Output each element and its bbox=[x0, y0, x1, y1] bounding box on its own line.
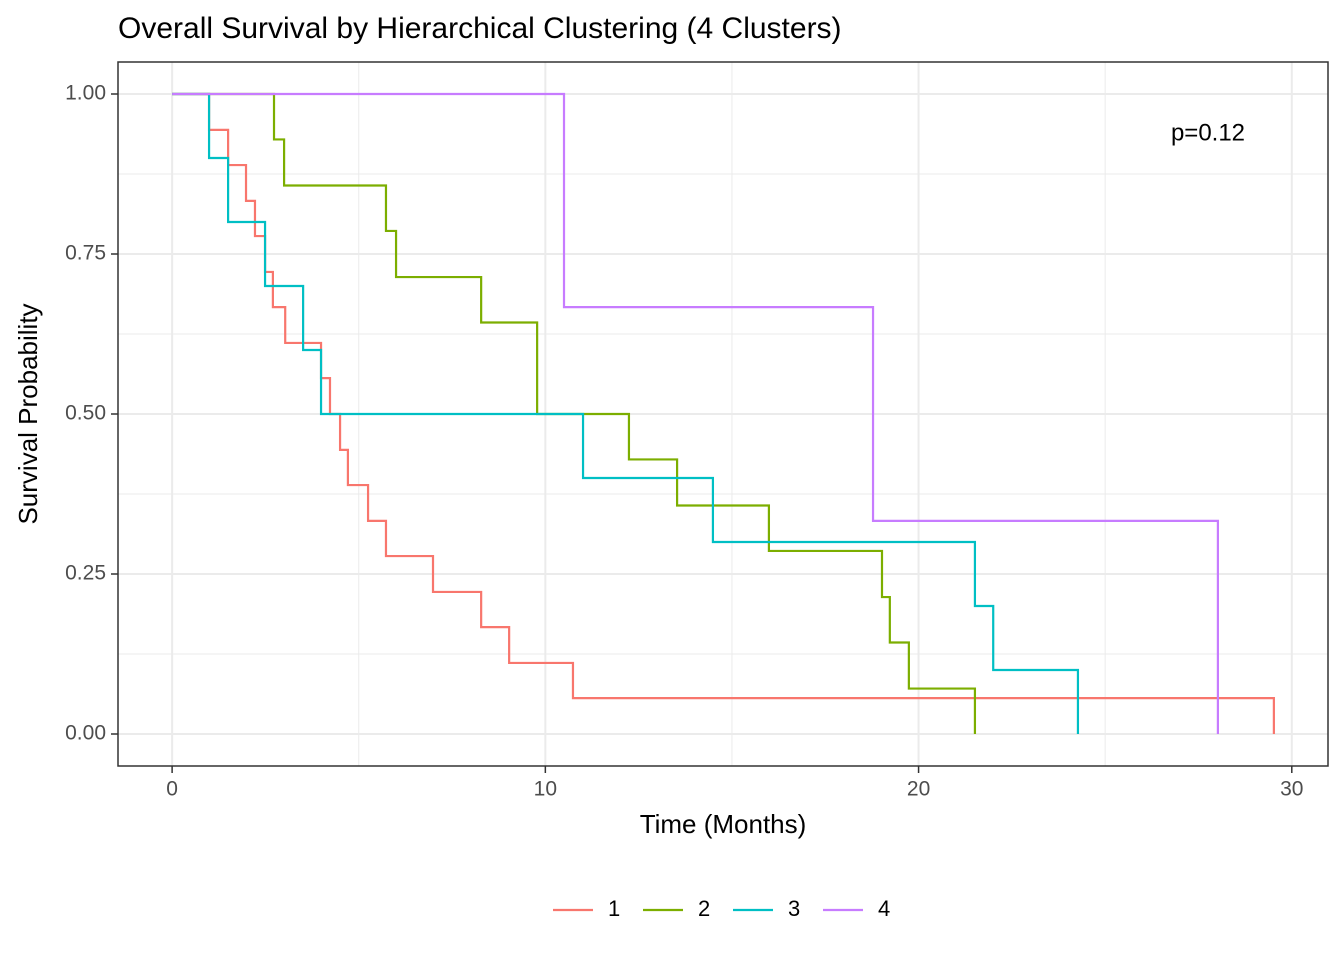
y-tick-label: 0.75 bbox=[65, 242, 106, 265]
survival-line bbox=[172, 92, 1219, 734]
legend-label: 3 bbox=[788, 896, 800, 921]
legend-label: 2 bbox=[698, 896, 710, 921]
y-tick-label: 0.00 bbox=[65, 722, 106, 745]
survival-line bbox=[172, 92, 977, 734]
survival-line bbox=[172, 92, 1080, 734]
chart-title: Overall Survival by Hierarchical Cluster… bbox=[118, 12, 842, 45]
x-tick-label: 30 bbox=[1280, 778, 1303, 801]
y-tick-label: 0.50 bbox=[65, 402, 106, 425]
x-tick-label: 20 bbox=[907, 778, 930, 801]
legend-label: 1 bbox=[608, 896, 620, 921]
y-tick-label: 1.00 bbox=[65, 82, 106, 105]
x-tick-label: 0 bbox=[166, 778, 178, 801]
annotation: p=0.12 bbox=[1171, 119, 1245, 146]
legend-label: 4 bbox=[878, 896, 890, 921]
y-axis-label: Survival Probability bbox=[13, 303, 43, 524]
x-axis-label: Time (Months) bbox=[640, 809, 807, 839]
x-tick-label: 10 bbox=[534, 778, 557, 801]
plot-border bbox=[117, 61, 1329, 767]
y-tick-label: 0.25 bbox=[65, 562, 106, 585]
